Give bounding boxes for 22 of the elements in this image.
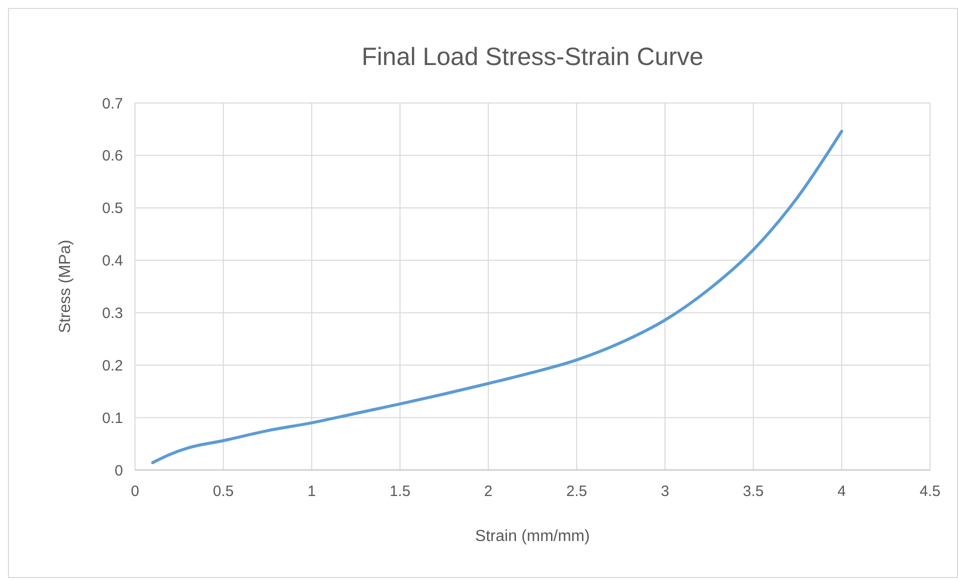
y-tick-label: 0.3	[102, 304, 123, 322]
x-axis-title: Strain (mm/mm)	[475, 528, 590, 545]
x-tick-label: 4.5	[920, 483, 940, 500]
x-tick-label: 0	[130, 483, 140, 500]
y-tick-label: 0.2	[102, 357, 123, 374]
x-tick-label: 1.5	[390, 483, 410, 500]
chart-title: Final Load Stress-Strain Curve	[362, 43, 704, 71]
x-tick-label: 3	[660, 483, 670, 500]
x-tick-label: 2.5	[566, 483, 588, 500]
x-tick-label: 4	[837, 483, 846, 500]
y-tick-label: 0.6	[102, 148, 123, 165]
y-tick-label: 0	[114, 462, 123, 480]
x-tick-label: 1	[307, 483, 316, 500]
line-series	[151, 130, 844, 464]
y-tick-label: 0.4	[102, 252, 123, 270]
x-tick-label: 3.5	[742, 483, 764, 500]
y-tick-label: 0.5	[102, 200, 123, 218]
x-tick-label: 0.5	[212, 483, 234, 500]
y-tick-label: 0.7	[102, 95, 123, 112]
y-axis-title: Stress (MPa)	[57, 240, 74, 334]
x-tick-label: 2	[484, 483, 493, 500]
y-tick-label: 0.1	[102, 410, 123, 427]
